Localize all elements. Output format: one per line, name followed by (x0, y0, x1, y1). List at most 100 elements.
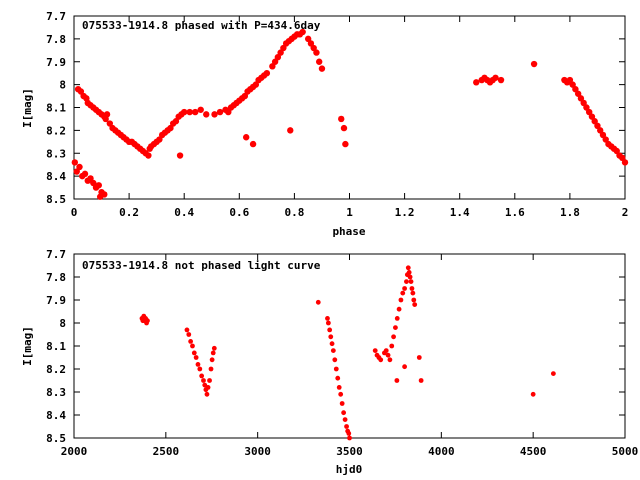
data-point (81, 170, 89, 178)
data-point (341, 410, 347, 416)
data-point (333, 366, 339, 372)
x-axis-label: phase (332, 225, 365, 238)
x-tick-label: 0 (71, 206, 78, 219)
data-point (145, 152, 152, 159)
y-axis-label: I[mag] (21, 326, 34, 366)
data-point (342, 417, 348, 422)
y-tick-label: 8.1 (46, 102, 66, 115)
y-tick-label: 7.7 (46, 10, 66, 23)
data-point (210, 350, 216, 356)
data-point (372, 348, 378, 353)
data-point (325, 320, 331, 326)
data-point (418, 378, 424, 383)
data-point (195, 362, 201, 367)
data-point (197, 366, 203, 372)
data-point (184, 327, 190, 333)
data-point (188, 339, 194, 344)
data-point (186, 108, 193, 116)
data-point (190, 343, 195, 349)
y-ticks: 7.7 7.8 7.9 8 8.1 8.2 8.3 8.4 8.5 (46, 248, 625, 445)
data-point (71, 159, 79, 166)
y-tick-label: 8.3 (46, 147, 66, 160)
y-tick-label: 7.8 (46, 271, 66, 284)
phased-light-curve-panel: 075533-1914.8 phased with P=434.6day I[m… (21, 10, 628, 238)
chart-title: 075533-1914.8 not phased light curve (82, 259, 321, 272)
x-tick-label: 1.2 (395, 206, 415, 219)
x-tick-label: 1.4 (450, 206, 470, 219)
data-point (400, 290, 406, 296)
data-point (208, 366, 214, 372)
data-point (325, 316, 330, 321)
data-point (318, 65, 326, 72)
data-point (332, 357, 338, 363)
data-point (473, 79, 480, 86)
data-point (530, 391, 536, 397)
data-point (315, 58, 323, 65)
y-tick-label: 8.2 (46, 363, 66, 376)
data-point (389, 343, 395, 349)
data-point (199, 373, 205, 379)
data-point (385, 352, 391, 358)
data-point (216, 108, 224, 116)
data-point (181, 108, 188, 116)
data-point (96, 193, 104, 200)
unphased-light-curve-panel: 075533-1914.8 not phased light curve I[m… (21, 248, 638, 476)
x-tick-label: 0.2 (119, 206, 139, 219)
y-tick-label: 7.9 (46, 294, 66, 307)
data-point (411, 297, 417, 303)
data-point (211, 111, 218, 118)
data-point (340, 124, 348, 132)
data-point (103, 111, 111, 118)
y-tick-label: 8.2 (46, 124, 66, 137)
data-point (406, 270, 412, 275)
data-point (209, 357, 215, 363)
y-tick-label: 8 (59, 317, 66, 330)
y-axis-label: I[mag] (21, 88, 34, 128)
data-point (393, 325, 398, 330)
x-tick-label: 2000 (61, 445, 88, 458)
x-axis-label: hjd0 (336, 463, 363, 476)
data-point (329, 341, 335, 347)
data-point (383, 348, 389, 353)
data-point (550, 371, 556, 376)
data-point (398, 297, 404, 303)
data-point (410, 290, 416, 296)
data-points (139, 265, 556, 441)
data-point (95, 182, 102, 189)
y-tick-label: 8.4 (46, 409, 66, 422)
data-point (387, 357, 393, 363)
y-tick-label: 8 (59, 79, 66, 92)
data-point (207, 378, 212, 383)
y-tick-label: 7.9 (46, 56, 66, 69)
data-point (203, 111, 210, 118)
data-point (346, 431, 352, 436)
y-ticks: 7.7 7.8 7.9 8 8.1 8.2 8.3 8.4 8.5 (46, 10, 625, 206)
data-point (336, 385, 342, 390)
data-point (391, 334, 396, 340)
data-point (327, 327, 333, 333)
plot-frame (73, 15, 626, 200)
data-point (344, 424, 349, 429)
data-point (621, 159, 629, 166)
data-point (396, 306, 402, 312)
chart-title: 075533-1914.8 phased with P=434.6day (82, 19, 321, 32)
data-point (402, 286, 407, 291)
y-tick-label: 8.1 (46, 340, 66, 353)
data-point (204, 391, 210, 397)
data-point (263, 69, 271, 77)
data-point (530, 60, 538, 68)
x-tick-label: 3000 (244, 445, 271, 458)
data-point (193, 355, 199, 360)
x-tick-label: 3500 (336, 445, 363, 458)
x-ticks: 2000 2500 3000 3500 4000 4500 5000 (61, 254, 638, 458)
x-tick-label: 0.4 (174, 206, 194, 219)
data-point (335, 375, 341, 381)
data-point (191, 350, 197, 356)
data-point (192, 108, 199, 116)
x-tick-label: 1.8 (560, 206, 580, 219)
x-tick-label: 4000 (428, 445, 455, 458)
data-point (176, 152, 184, 159)
data-point (186, 332, 192, 337)
y-tick-label: 7.7 (46, 248, 66, 261)
